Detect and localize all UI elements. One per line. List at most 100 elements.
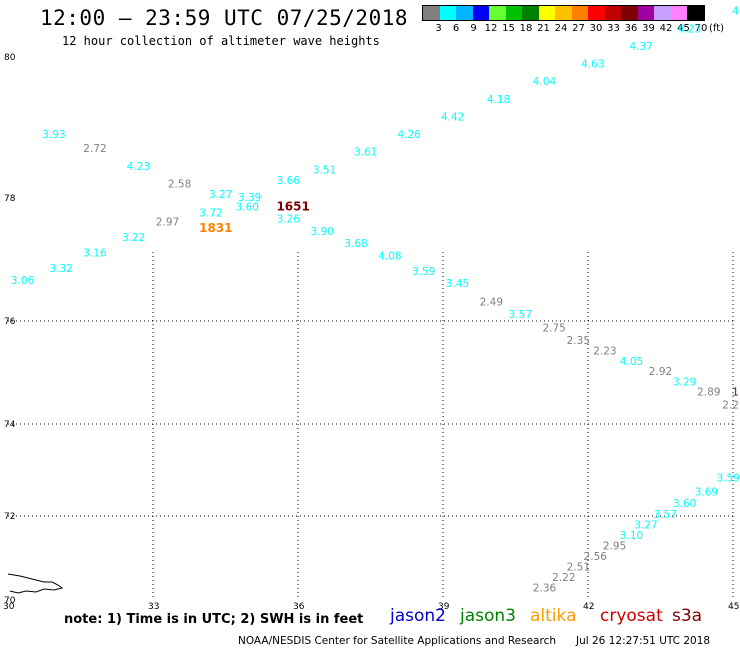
legend-swatch [472,6,489,20]
wave-height-value: 3.06 [11,275,35,287]
wave-height-value: 3.90 [310,226,333,238]
legend-swatch [456,6,473,20]
longitude-label: 42 [583,602,594,612]
wave-height-value: 4.08 [378,251,401,263]
wave-height-value: 2.75 [542,322,565,334]
wave-height-value: 3.61 [354,147,377,159]
wave-height-value: 2.72 [83,143,106,155]
legend-label: 6 [452,23,460,34]
longitude-label: 39 [438,602,450,612]
wave-height-value: 2.56 [584,551,608,563]
legend-label: 30 [589,23,603,34]
wave-height-value: 3.60 [673,498,696,510]
wave-height-value: 4.23 [127,161,150,173]
wave-height-value: 4.04 [533,76,557,88]
legend-swatch [538,6,555,20]
generated-timestamp: Jul 26 12:27:51 UTC 2018 [576,635,711,647]
satellite-altika-label: altika [530,606,577,626]
legend-swatch [439,6,456,20]
wave-height-value: 2.97 [156,217,179,229]
units-note: note: 1) Time is in UTC; 2) SWH is in fe… [64,612,364,627]
legend-label: 39 [642,23,655,34]
wave-height-value: 4.23 [678,23,701,35]
legend-label: 18 [519,23,533,34]
legend-swatch [522,6,539,20]
legend-label: 42 [659,23,673,34]
legend-swatch [423,6,440,20]
wave-height-value: 3.29 [673,376,696,388]
wave-height-value: 3.51 [313,164,336,176]
wave-height-value: 3.16 [83,247,107,259]
legend-swatch [687,6,704,20]
wave-height-value: 2.92 [649,366,672,378]
wave-height-value: 3.93 [42,129,65,141]
legend-label: 45 [677,23,690,34]
wave-height-value: 3.39 [238,192,261,204]
legend-unit: (ft) [708,23,725,34]
wave-height-value: 3.22 [122,232,145,244]
wave-height-value: 1 [732,387,739,399]
latitude-label: 74 [4,420,16,430]
legend-swatch [505,6,522,20]
wave-height-value: 3.45 [446,278,469,290]
satellite-jason2-label: jason2 [390,606,446,626]
track-time-label: 1831 [199,221,232,235]
legend-swatch [489,6,506,20]
longitude-label: 45 [728,602,739,612]
wave-height-value: 3.57 [509,309,532,321]
satellite-cryosat-label: cryosat [600,606,663,626]
credit-footer: NOAA/NESDIS Center for Satellite Applica… [238,635,556,647]
wave-height-value: 4.26 [397,129,421,141]
legend-label: 24 [554,23,568,34]
legend-label: 9 [470,23,477,34]
wave-height-value: 2.22 [552,572,575,584]
coastline [7,573,64,594]
legend-swatch [571,6,588,20]
wave-height-value: 3.27 [209,189,232,201]
latitude-label: 78 [4,194,16,204]
wave-height-value: 2.35 [567,335,590,347]
wave-height-value: 3.27 [634,520,657,532]
wave-height-value: 3.72 [199,207,222,219]
legend-swatch [637,6,654,20]
wave-height-value: 4.37 [629,41,652,53]
wave-height-value: 3.59 [716,473,739,485]
latitude-label: 80 [4,53,16,63]
legend-label: 21 [537,23,550,34]
wave-height-value: 3.59 [412,266,435,278]
latitude-label: 70 [4,596,16,606]
legend-swatch [588,6,605,20]
wave-height-value: 3.26 [277,214,301,226]
legend-swatch [604,6,621,20]
legend-swatch [670,6,687,20]
legend-label: 3 [435,23,442,34]
wave-height-value: 3.66 [277,175,301,187]
wave-height-legend: 3 6 9 12 15 18 21 24 27 30 33 36 39 42 45 70 (ft) [422,5,724,35]
legend-label: 27 [572,23,585,34]
wave-height-value: 2.51 [567,562,590,574]
map-title: 12:00 – 23:59 UTC 07/25/2018 [40,6,409,30]
legend-label: 12 [484,23,498,34]
wave-height-value: 3.60 [236,201,259,213]
legend-label: 36 [624,23,638,34]
legend-label: 70 [694,23,708,34]
legend-swatch [621,6,638,20]
wave-height-value: 2.2 [722,400,739,412]
longitude-label: 30 [3,602,15,612]
legend-labels: 3 6 9 12 15 18 21 24 27 30 33 36 39 42 45 70 (ft) [422,21,724,35]
wave-height-value: 2.36 [533,583,557,595]
satellite-jason3-label: jason3 [460,606,516,626]
wave-height-value: 4.05 [620,356,643,368]
map-subtitle: 12 hour collection of altimeter wave hei… [62,34,380,48]
legend-swatch [555,6,572,20]
satellite-s3a-label: s3a [672,606,703,626]
longitude-label: 33 [148,602,159,612]
wave-height-value: 2.23 [593,345,616,357]
longitude-label: 36 [293,602,305,612]
latitude-label: 76 [4,317,16,327]
wave-height-value: 2.58 [168,178,191,190]
wave-height-value: 4 [732,6,739,18]
wave-height-value: 3.32 [49,263,72,275]
wave-height-value: 2.49 [480,297,503,309]
